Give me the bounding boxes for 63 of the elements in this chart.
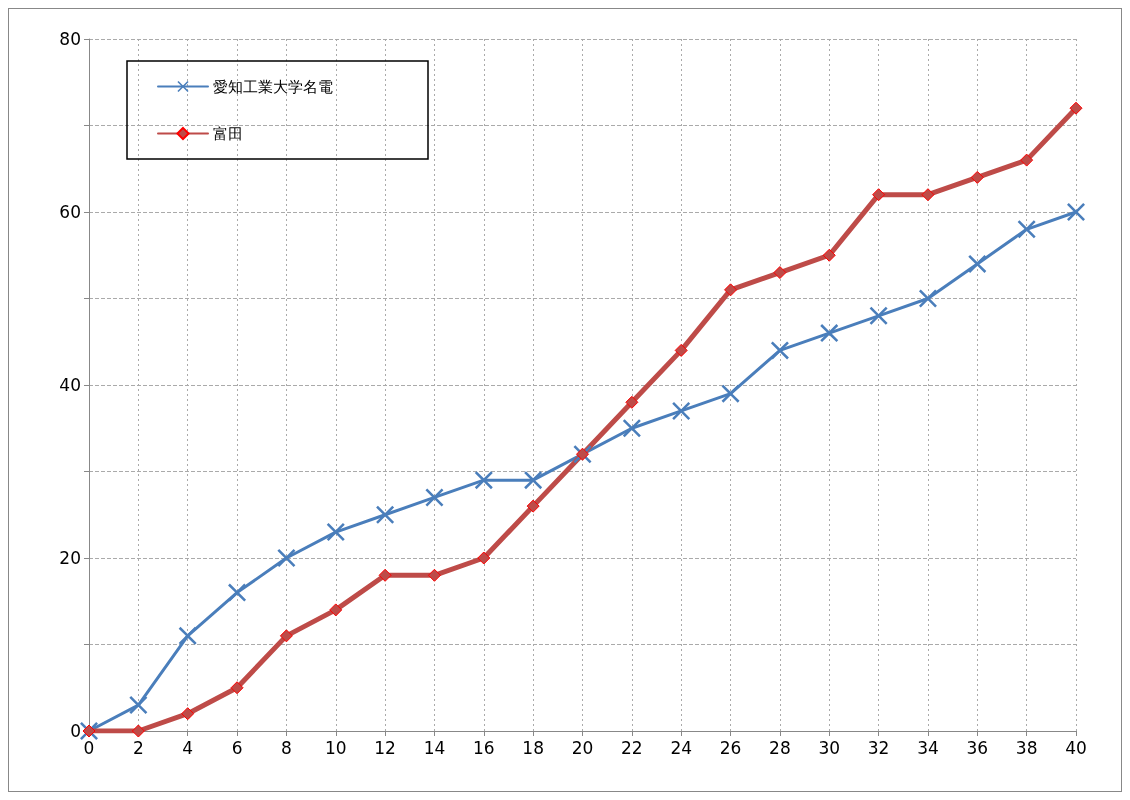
x-tick-label: 32 [867,737,890,758]
x-tick-label: 2 [132,737,144,758]
point [181,707,195,721]
x-tick-label: 40 [1065,737,1087,758]
x-tick-label: 36 [966,737,989,758]
point [724,283,738,297]
y-tick-label: 80 [59,29,81,49]
point [674,343,688,357]
y-tick-label: 40 [59,375,81,395]
x-tick-label: 38 [1015,737,1038,758]
x-tick-label: 8 [280,737,292,758]
y-tick-label: 20 [59,548,81,568]
x-tick-label: 22 [621,737,643,758]
point [178,626,197,645]
x-tick-label: 18 [522,737,544,758]
point [820,324,839,343]
x-tick-label: 14 [423,737,446,758]
point [326,523,345,542]
x-tick-label: 12 [374,737,396,758]
point [524,471,543,490]
point [970,170,984,184]
point [968,254,987,273]
x-tick-label: 6 [231,737,243,758]
x-tick-label: 4 [182,737,194,758]
point [526,499,540,513]
x-tick-label: 30 [818,737,841,758]
point [427,568,441,582]
legend-label: 富田 [213,124,243,143]
point [773,266,787,280]
x-tick-label: 10 [324,737,347,758]
y-tick-label: 0 [70,721,81,741]
x-tick-label: 26 [719,737,742,758]
x-tick-label: 0 [83,737,95,758]
point [921,188,935,202]
point [131,724,145,738]
point [1020,153,1034,167]
point [622,419,641,438]
point [329,603,343,617]
x-tick-label: 34 [917,737,939,758]
legend-label: 愛知工業大学名電 [213,77,333,96]
point [1069,101,1083,115]
point [129,696,148,715]
x-tick-label: 28 [769,737,791,758]
x-tick-label: 20 [571,737,594,758]
point [918,289,937,308]
y-tick-label: 60 [59,202,81,222]
point [477,551,491,565]
point [822,248,836,262]
point [1017,220,1036,239]
point [770,341,789,360]
point [230,681,244,695]
point [378,568,392,582]
point [474,471,493,490]
point [672,401,691,420]
point [872,188,886,202]
point [277,549,296,567]
point [376,505,395,524]
point [869,306,888,325]
point [228,583,247,602]
point [279,629,293,643]
x-tick-label: 16 [472,737,495,758]
point [625,395,639,409]
x-tick-label: 24 [670,737,693,758]
